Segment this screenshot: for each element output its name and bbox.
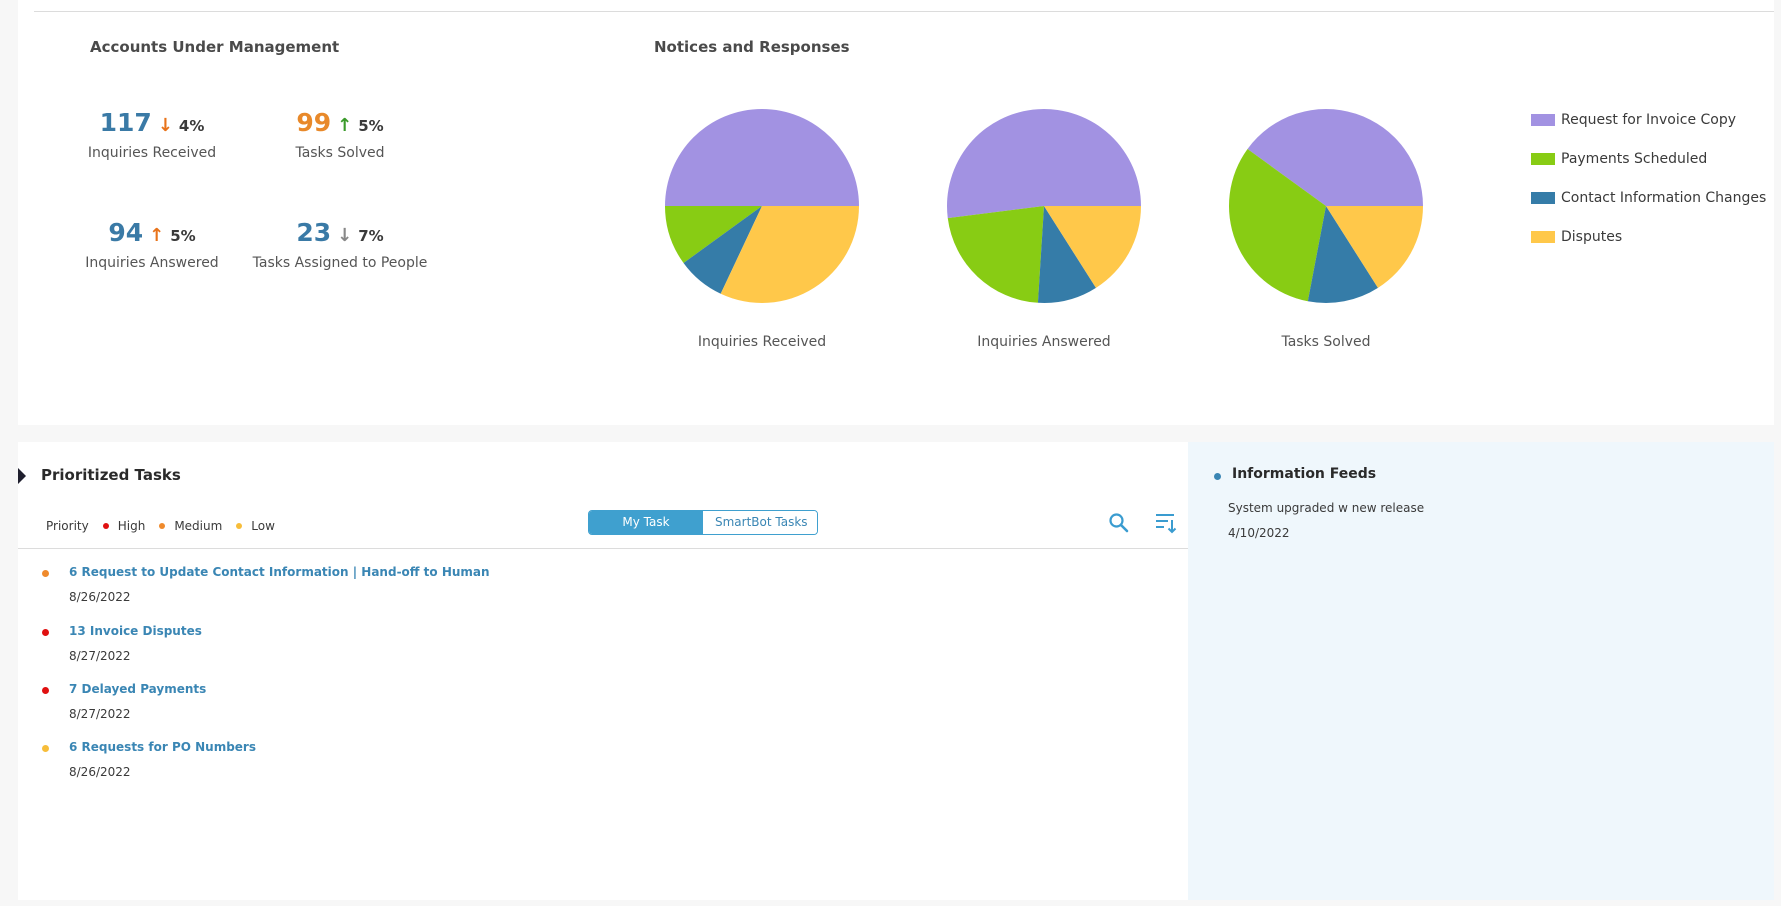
kpi-change: 7% [358,227,384,245]
priority-legend: Priority High Medium Low [46,519,275,533]
pie-charts [665,108,1423,303]
pie-slice [947,206,1044,303]
kpi-label: Tasks Solved [295,145,385,161]
pie-slice [1044,206,1141,288]
arrow-up-icon: ↑ [337,115,353,136]
kpi-inquiries-answered: 94 ↑ 5% Inquiries Answered [52,218,252,271]
feeds-dot-icon [1214,473,1221,480]
task-date: 8/27/2022 [69,649,131,663]
priority-low-label: Low [251,519,275,533]
kpi-change: 5% [170,227,196,245]
task-title[interactable]: 6 Request to Update Contact Information … [69,565,490,579]
pie-slice [947,108,1141,219]
pie-slice [720,206,859,303]
collapse-triangle-icon[interactable] [18,468,26,484]
priority-dot-icon [42,687,49,694]
legend-swatch [1531,152,1555,165]
high-dot-icon [102,523,109,529]
legend-item: Contact Information Changes [1531,178,1766,217]
pie-slice [1307,206,1378,303]
pie-slice [1326,206,1423,288]
kpi-label: Inquiries Answered [85,255,219,271]
prioritized-tasks-panel: Prioritized Tasks Priority High Medium L… [18,442,1188,900]
feeds-title: Information Feeds [1232,466,1377,482]
medium-dot-icon [159,523,166,529]
legend-swatch [1531,191,1555,204]
task-title[interactable]: 7 Delayed Payments [69,682,207,696]
accounts-title: Accounts Under Management [90,38,340,56]
arrow-up-icon: ↑ [149,225,165,246]
legend-swatch [1531,113,1555,126]
pie-slice [1229,148,1326,302]
kpi-tasks-assigned: 23 ↓ 7% Tasks Assigned to People [240,218,440,271]
pie-slice [665,206,762,264]
tasks-divider [18,548,1188,549]
task-title[interactable]: 13 Invoice Disputes [69,624,202,638]
pie-label-tasks-solved: Tasks Solved [1281,334,1371,350]
information-feeds-panel: Information Feeds System upgraded w new … [1188,442,1774,900]
smartbot-tasks-button[interactable]: SmartBot Tasks [703,511,817,534]
kpi-change: 4% [178,117,205,135]
overview-panel: Accounts Under Management 117 ↓ 4% Inqui… [18,0,1774,425]
priority-medium-label: Medium [174,519,223,533]
pie-slice [1247,109,1423,206]
kpi-label: Tasks Assigned to People [252,255,428,271]
search-icon[interactable] [1108,512,1130,534]
priority-label: Priority [46,519,89,533]
my-task-button[interactable]: My Task [589,511,703,534]
kpi-value: 99 [296,108,332,137]
legend-label: Contact Information Changes [1561,189,1767,206]
kpi-tasks-solved: 99 ↑ 5% Tasks Solved [240,108,440,161]
kpi-value: 23 [296,218,332,247]
arrow-down-icon: ↓ [157,115,173,136]
kpi-value: 117 [99,108,152,137]
task-title[interactable]: 6 Requests for PO Numbers [69,740,256,754]
task-date: 8/27/2022 [69,707,131,721]
pie-label-inquiries-answered: Inquiries Answered [977,334,1111,350]
legend-item: Request for Invoice Copy [1531,100,1766,139]
notices-title: Notices and Responses [654,38,850,56]
sort-icon[interactable] [1154,512,1178,534]
priority-dot-icon [42,570,49,577]
kpi-inquiries-received: 117 ↓ 4% Inquiries Received [52,108,252,161]
feed-item-date: 4/10/2022 [1228,526,1290,540]
chart-legend: Request for Invoice Copy Payments Schedu… [1531,100,1766,256]
pie-slice [665,109,859,206]
feed-item-text: System upgraded w new release [1228,501,1425,515]
tasks-title: Prioritized Tasks [41,466,181,484]
kpi-value: 94 [108,218,144,247]
legend-swatch [1531,230,1555,243]
low-dot-icon [236,523,243,529]
arrow-down-icon: ↓ [337,225,353,246]
task-date: 8/26/2022 [69,765,131,779]
pie-slice [683,206,762,294]
legend-label: Request for Invoice Copy [1561,111,1737,128]
kpi-change: 5% [358,117,384,135]
legend-label: Disputes [1561,228,1623,245]
kpi-label: Inquiries Received [87,145,217,161]
top-divider [34,11,1774,12]
priority-high-label: High [117,519,146,533]
legend-label: Payments Scheduled [1561,150,1708,167]
legend-item: Payments Scheduled [1531,139,1766,178]
legend-item: Disputes [1531,217,1766,256]
priority-dot-icon [42,745,49,752]
task-date: 8/26/2022 [69,590,131,604]
priority-dot-icon [42,629,49,636]
pie-label-inquiries-received: Inquiries Received [697,334,827,350]
pie-slice [1037,206,1096,303]
task-toggle: My Task SmartBot Tasks [588,510,818,535]
